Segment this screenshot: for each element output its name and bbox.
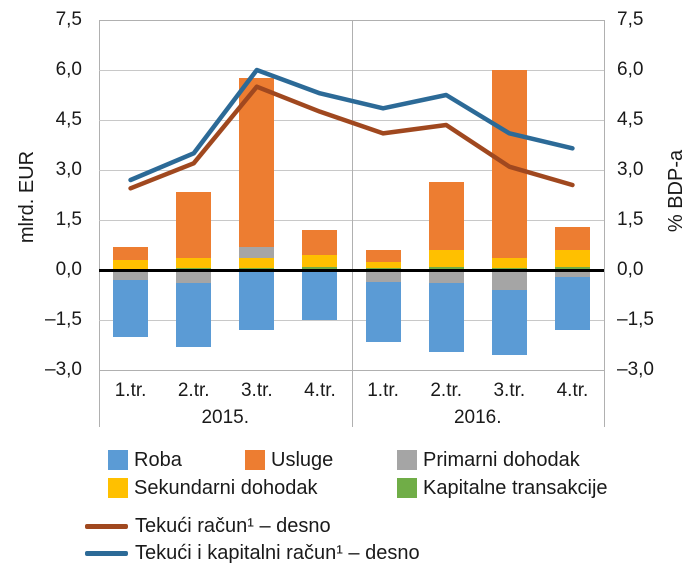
legend-item-sekundarni-dohodak: Sekundarni dohodak xyxy=(108,478,317,499)
bar-segment-roba xyxy=(176,283,212,347)
bar-segment-roba xyxy=(491,290,527,355)
bar-segment-sekundarni-dohodak xyxy=(554,250,590,267)
bar-segment-sekundarni-dohodak xyxy=(365,261,401,269)
legend-label: Kapitalne transakcije xyxy=(423,477,608,499)
bar-segment-kapitalne-transakcije xyxy=(428,266,464,270)
tekuci-racun-line-swatch-icon xyxy=(85,524,128,529)
bar-segment-primarni-dohodak xyxy=(365,270,401,282)
legend-label-tekuci-i-kapitalni-racun: Tekući i kapitalni račun¹ – desno xyxy=(135,542,420,564)
left-axis-tick: 1,5 xyxy=(55,209,82,230)
bar-segment-sekundarni-dohodak xyxy=(176,258,212,269)
right-axis-tick: 6,0 xyxy=(617,59,644,80)
bar-segment-primarni-dohodak xyxy=(239,246,275,259)
left-axis-tick: –3,0 xyxy=(45,359,82,380)
left-axis-tick: 0,0 xyxy=(55,259,82,280)
right-axis-tick: 3,0 xyxy=(617,159,644,180)
x-axis-quarter-label: 2.tr. xyxy=(177,380,210,401)
left-axis-tick: 4,5 xyxy=(55,109,82,130)
bar-segment-roba xyxy=(302,270,338,320)
right-axis-tick: –1,5 xyxy=(617,309,654,330)
x-axis-quarter-label: 4.tr. xyxy=(556,380,589,401)
roba-swatch-icon xyxy=(108,450,128,470)
bar-segment-primarni-dohodak xyxy=(554,270,590,277)
bar-segment-kapitalne-transakcije xyxy=(302,266,338,270)
legend-label: Usluge xyxy=(271,449,334,471)
x-axis-quarter-label: 3.tr. xyxy=(240,380,273,401)
legend-item-primarni-dohodak: Primarni dohodak xyxy=(397,450,580,471)
bar-segment-usluge xyxy=(176,191,212,259)
x-axis-quarter-label: 2.tr. xyxy=(430,380,463,401)
bar-segment-usluge xyxy=(554,226,590,250)
bar-segment-sekundarni-dohodak xyxy=(239,258,275,269)
bar-segment-primarni-dohodak xyxy=(428,270,464,284)
bar-segment-usluge xyxy=(365,250,401,262)
usluge-swatch-icon xyxy=(245,450,265,470)
bar-segment-primarni-dohodak xyxy=(176,270,212,284)
legend-label: Primarni dohodak xyxy=(423,449,580,471)
axis-extension xyxy=(604,370,605,427)
bar-segment-roba xyxy=(365,281,401,342)
legend-item-kapitalne-transakcije: Kapitalne transakcije xyxy=(397,478,608,499)
x-axis-quarter-label: 1.tr. xyxy=(114,380,147,401)
legend-label: Sekundarni dohodak xyxy=(134,477,318,499)
kapitalne-transakcije-swatch-icon xyxy=(397,478,417,498)
bar-segment-primarni-dohodak xyxy=(113,270,149,280)
left-axis-tick: 3,0 xyxy=(55,159,82,180)
x-axis-quarter-label: 3.tr. xyxy=(493,380,526,401)
bar-segment-usluge xyxy=(491,70,527,259)
year-divider xyxy=(351,20,353,427)
tekuci-i-kapitalni-racun-line-swatch-icon xyxy=(85,551,128,556)
legend-label-tekuci-racun: Tekući račun¹ – desno xyxy=(135,515,331,537)
bar-segment-usluge xyxy=(428,181,464,250)
bar-segment-usluge xyxy=(113,246,149,260)
x-axis-year-label: 2015. xyxy=(201,407,250,428)
right-axis-tick: 0,0 xyxy=(617,259,644,280)
primarni-dohodak-swatch-icon xyxy=(397,450,417,470)
left-axis-tick: 7,5 xyxy=(55,9,82,30)
bar-segment-usluge xyxy=(239,78,275,247)
x-axis-quarter-label: 4.tr. xyxy=(304,380,336,401)
zero-line xyxy=(99,268,604,272)
left-axis-tick: 6,0 xyxy=(55,59,82,80)
bar-segment-roba xyxy=(554,276,590,330)
bar-segment-primarni-dohodak xyxy=(491,270,527,290)
bar-segment-usluge xyxy=(302,230,338,255)
bar-segment-sekundarni-dohodak xyxy=(491,258,527,269)
right-axis-tick: 4,5 xyxy=(617,109,644,130)
x-axis-quarter-label: 1.tr. xyxy=(367,380,399,401)
bar-segment-roba xyxy=(113,280,149,337)
right-axis-tick: 1,5 xyxy=(617,209,644,230)
left-axis-tick: –1,5 xyxy=(45,309,82,330)
legend-item-usluge: Usluge xyxy=(245,450,333,471)
bar-segment-roba xyxy=(428,283,464,352)
bar-segment-roba xyxy=(239,270,275,330)
bar-segment-sekundarni-dohodak xyxy=(113,260,149,270)
legend-item-roba: Roba xyxy=(108,450,182,471)
sekundarni-dohodak-swatch-icon xyxy=(108,478,128,498)
axis-extension xyxy=(99,370,100,427)
legend-label: Roba xyxy=(134,449,182,471)
right-axis-tick: –3,0 xyxy=(617,359,654,380)
x-axis-year-label: 2016. xyxy=(453,407,502,428)
bar-segment-sekundarni-dohodak xyxy=(428,250,464,267)
right-axis-tick: 7,5 xyxy=(617,9,644,30)
bar-segment-sekundarni-dohodak xyxy=(302,255,338,267)
bar-segment-kapitalne-transakcije xyxy=(554,266,590,270)
